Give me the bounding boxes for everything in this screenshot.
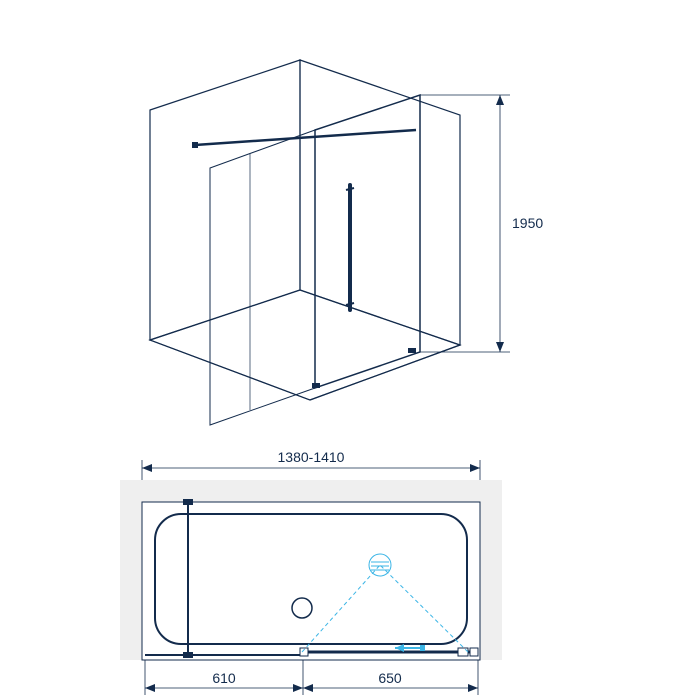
iso-door-panel <box>315 95 420 388</box>
plan-wall-back <box>120 480 502 502</box>
technical-drawing: 1950 <box>0 0 700 700</box>
width-dimension-label: 1380-1410 <box>278 449 345 465</box>
iso-handle-bracket-bottom <box>346 303 354 305</box>
iso-back-right-wall <box>300 60 460 345</box>
height-dimension-label: 1950 <box>512 215 543 231</box>
iso-rail-cap-left <box>192 142 198 148</box>
iso-front-left-edge <box>150 340 310 400</box>
iso-front-right-edge <box>310 345 460 400</box>
iso-fixed-glass <box>210 130 315 425</box>
iso-roller-right <box>408 348 416 353</box>
isometric-view: 1950 <box>150 60 543 425</box>
plan-width-dimension: 1380-1410 <box>142 449 480 480</box>
iso-roller-left <box>312 383 320 388</box>
iso-handle-bracket-top <box>346 188 354 190</box>
plan-wall-right <box>480 480 502 660</box>
iso-top-rail <box>195 130 416 145</box>
plan-bottom-dimensions: 610 650 <box>145 660 478 695</box>
plan-door-end <box>458 648 468 656</box>
plan-opening <box>142 502 480 660</box>
left-segment-label: 610 <box>212 670 236 686</box>
iso-floor <box>150 290 460 400</box>
plan-wall-receiver <box>470 648 478 656</box>
right-segment-label: 650 <box>378 670 402 686</box>
iso-height-dimension: 1950 <box>420 95 543 352</box>
plan-rail-bracket-top <box>183 499 193 505</box>
plan-wall-left <box>120 480 142 660</box>
plan-view: 1380-1410 610 650 <box>120 449 502 695</box>
